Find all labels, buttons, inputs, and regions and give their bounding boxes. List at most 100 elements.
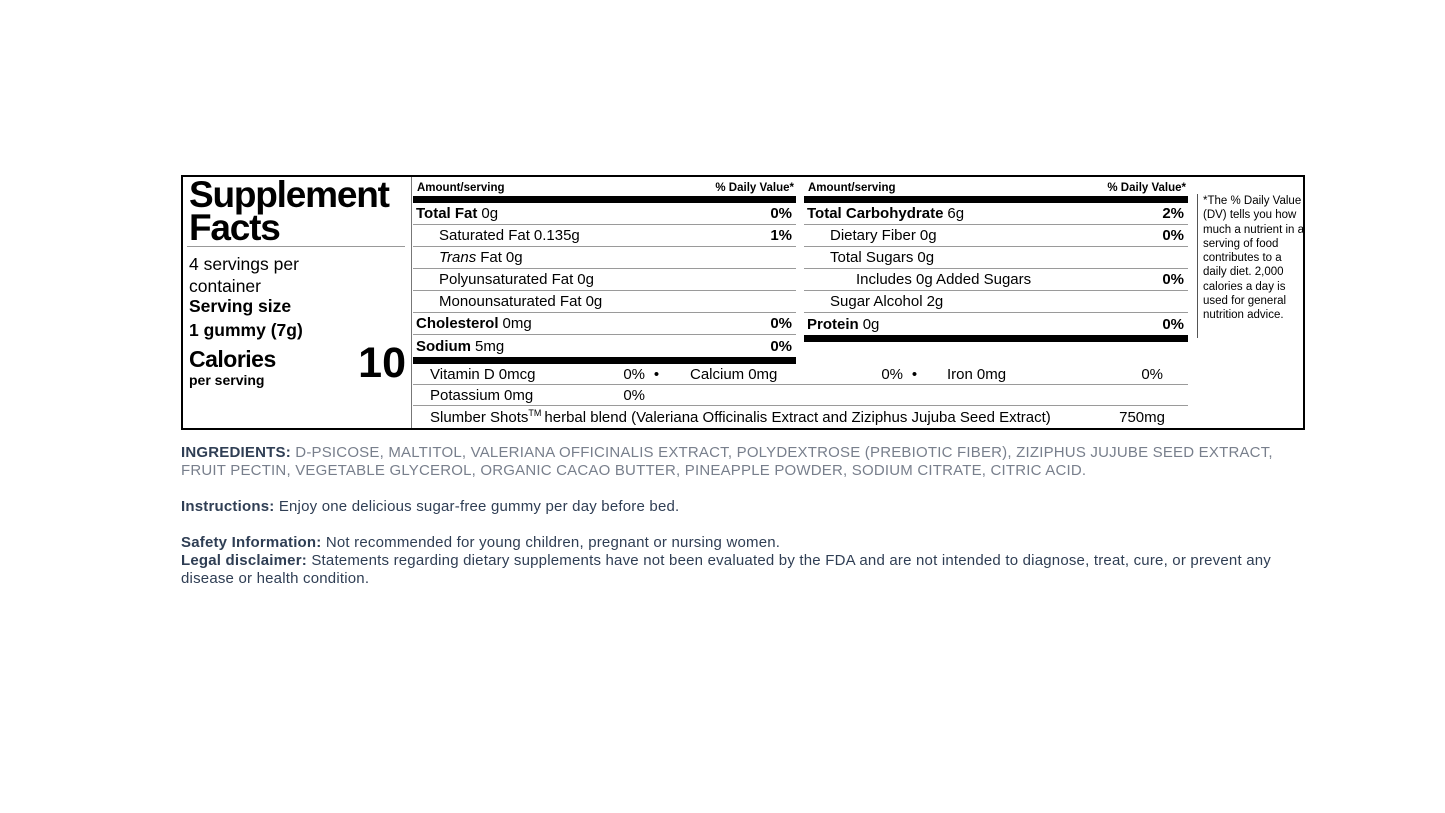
label-left-panel: Supplement Facts 4 servings per containe… (183, 176, 412, 428)
nutrient-name: Trans Fat 0g (413, 249, 523, 266)
daily-value-header: % Daily Value* (1107, 182, 1186, 194)
nutrient-row: Dietary Fiber 0g 0% (804, 225, 1188, 247)
nutrient-amount: 0mg (504, 386, 534, 404)
nutrient-name: Protein 0g (804, 316, 879, 333)
nutrient-label: Potassium (430, 386, 501, 404)
instructions-label: Instructions: (181, 498, 275, 515)
thick-rule (804, 196, 1188, 203)
nutrient-amount: 0mg (502, 315, 532, 332)
ingredients-paragraph: INGREDIENTS: D-PSICOSE, MALTITOL, VALERI… (181, 444, 1313, 480)
thick-rule (413, 357, 796, 364)
column-header: Amount/serving % Daily Value* (413, 177, 796, 196)
nutrient-dv: 0% (1141, 365, 1163, 383)
vitamin-d-cell: Vitamin D 0mcg 0% (413, 366, 645, 383)
nutrient-name: Sodium 5mg (413, 338, 504, 355)
herbal-blend-row: Slumber ShotsTM herbal blend (Valeriana O… (413, 406, 1188, 428)
nutrient-label: Includes 0g Added Sugars (856, 271, 1032, 288)
fat-rows: Total Fat 0g 0% Saturated Fat 0.135g 1% Trans F… (413, 203, 796, 357)
nutrient-row: Cholesterol 0mg 0% (413, 313, 796, 335)
nutrient-name: Calcium 0mg (690, 366, 777, 383)
nutrient-row: Polyunsaturated Fat 0g (413, 269, 796, 291)
trademark-symbol: TM (528, 408, 542, 418)
nutrient-dv: 0% (1162, 271, 1184, 288)
nutrient-name: Includes 0g Added Sugars (804, 271, 1031, 288)
nutrient-label: Total Sugars (830, 249, 914, 266)
nutrient-label: Protein (807, 315, 859, 333)
nutrient-label: Saturated Fat (439, 227, 530, 244)
blend-amount: 750mg (1119, 408, 1165, 426)
nutrient-amount: 0g (481, 205, 499, 222)
serving-size-label: Serving size (189, 296, 292, 316)
nutrient-label: Vitamin D (430, 365, 495, 383)
nutrient-row: Saturated Fat 0.135g 1% (413, 225, 796, 247)
safety-text: Not recommended for young children, preg… (325, 534, 781, 551)
nutrient-row: Monounsaturated Fat 0g (413, 291, 796, 313)
nutrient-amount: 0g (505, 249, 523, 266)
nutrient-row: Total Carbohydrate 6g 2% (804, 203, 1188, 225)
nutrient-amount: 0g (577, 271, 594, 288)
ingredients-label: INGREDIENTS: (181, 444, 291, 461)
nutrient-amount: 0mg (748, 365, 778, 383)
nutrient-label: Iron (947, 365, 973, 383)
nutrient-row: Sodium 5mg 0% (413, 335, 796, 357)
blend-description: herbal blend (Valeriana Officinalis Extr… (544, 409, 1051, 426)
product-info-text: INGREDIENTS: D-PSICOSE, MALTITOL, VALERI… (181, 444, 1313, 588)
nutrient-amount: 5mg (475, 337, 505, 355)
nutrient-name: Total Carbohydrate 6g (804, 205, 964, 222)
calories-value: 10 (358, 339, 406, 387)
nutrient-row: Total Sugars 0g (804, 247, 1188, 269)
daily-value-footnote: *The % Daily Value (DV) tells you how mu… (1197, 194, 1307, 338)
servings-per-container: 4 servings per container (189, 254, 299, 296)
nutrient-dv: 0% (770, 315, 792, 332)
ingredients-list: D-PSICOSE, MALTITOL, VALERIANA OFFICINAL… (181, 444, 1273, 479)
safety-paragraph: Safety Information: Not recommended for … (181, 534, 1313, 552)
potassium-row: Potassium 0mg 0% (413, 385, 1188, 406)
nutrient-label: Sugar Alcohol (830, 293, 923, 310)
nutrient-amount: 0g (917, 249, 935, 266)
nutrient-name: Iron 0mg (947, 366, 1006, 383)
nutrient-name: Polyunsaturated Fat 0g (413, 271, 594, 288)
nutrient-row: Sugar Alcohol 2g (804, 291, 1188, 313)
column-header: Amount/serving % Daily Value* (804, 177, 1188, 196)
legal-text: Statements regarding dietary supplements… (181, 552, 1271, 587)
iron-cell: Iron 0mg 0% (926, 366, 1188, 383)
nutrient-label: Total Carbohydrate (807, 205, 944, 222)
serving-size-value: 1 gummy (7g) (189, 320, 303, 340)
calcium-cell: Calcium 0mg 0% (668, 366, 903, 383)
calories-label: Calories (189, 346, 276, 372)
supplement-facts-panel: Supplement Facts 4 servings per containe… (181, 175, 1305, 430)
nutrient-amount: 0mg (976, 365, 1007, 383)
nutrient-amount: 0g (862, 315, 880, 333)
nutrient-amount: 0.135g (533, 227, 580, 244)
safety-label: Safety Information: (181, 534, 322, 551)
daily-value-header: % Daily Value* (715, 182, 794, 194)
nutrient-name: Sugar Alcohol 2g (804, 293, 943, 310)
nutrient-amount: 0g (585, 293, 603, 310)
nutrient-name: Potassium 0mg (430, 387, 533, 404)
nutrient-name: Total Sugars 0g (804, 249, 934, 266)
nutrient-dv: 0% (881, 365, 903, 383)
nutrient-label-italic: Trans (439, 249, 477, 266)
nutrient-label: Total Fat (416, 205, 478, 222)
carb-rows: Total Carbohydrate 6g 2% Dietary Fiber 0g 0% T… (804, 203, 1188, 335)
nutrient-label: Dietary Fiber (830, 227, 916, 244)
label-title: Supplement Facts (189, 176, 390, 248)
herbal-blend-text: Slumber ShotsTM herbal blend (Valeriana O… (430, 408, 1051, 426)
nutrient-amount: 2g (926, 293, 944, 310)
title-divider (187, 246, 405, 247)
nutrient-label: Calcium (690, 365, 745, 383)
nutrition-column-carbs: Amount/serving % Daily Value* Total Carb… (804, 177, 1188, 342)
nutrient-label: Sodium (416, 337, 471, 355)
nutrient-label: Polyunsaturated Fat (439, 271, 574, 288)
nutrient-name: Saturated Fat 0.135g (413, 227, 580, 244)
nutrient-name: Total Fat 0g (413, 205, 498, 222)
nutrient-name: Monounsaturated Fat 0g (413, 293, 602, 310)
nutrient-label: Cholesterol (416, 315, 499, 332)
potassium-cell: Potassium 0mg 0% (413, 387, 645, 404)
thick-rule (804, 335, 1188, 342)
label-title-line2: Facts (189, 207, 281, 248)
nutrient-dv: 0% (623, 365, 645, 383)
